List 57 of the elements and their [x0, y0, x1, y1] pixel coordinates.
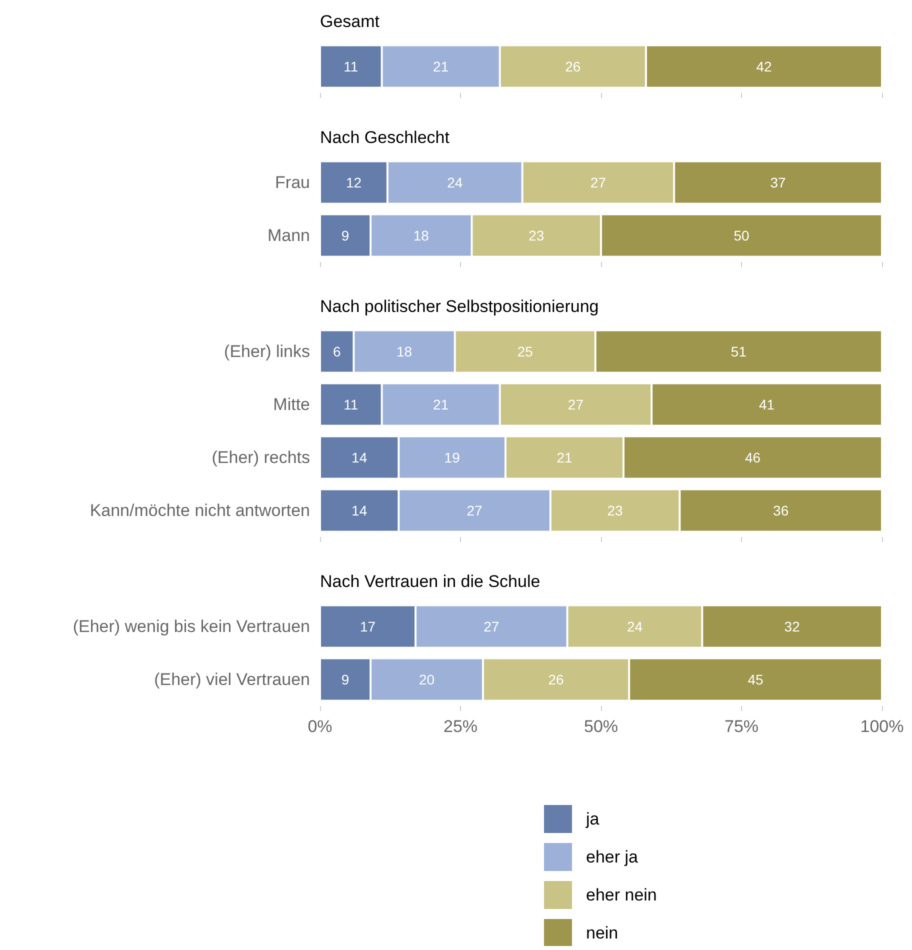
data-label: 20	[418, 672, 435, 688]
data-label: 25	[517, 344, 534, 360]
legend-label: nein	[586, 924, 618, 942]
data-label: 27	[466, 502, 483, 518]
y-tick-label: Mitte	[273, 395, 310, 414]
data-label: 37	[770, 174, 786, 190]
y-tick-label: (Eher) links	[224, 342, 310, 361]
x-tick-label: 25%	[443, 717, 478, 736]
data-label: 24	[626, 618, 643, 634]
data-label: 27	[484, 618, 500, 634]
data-label: 18	[396, 344, 412, 360]
chart-title: Nach politischer Selbstpositionierung	[320, 297, 599, 316]
data-label: 21	[433, 396, 449, 412]
y-tick-label: (Eher) wenig bis kein Vertrauen	[72, 617, 310, 636]
y-tick-label: (Eher) viel Vertrauen	[154, 670, 310, 689]
legend-label: eher nein	[586, 886, 657, 904]
data-label: 32	[784, 618, 800, 634]
data-label: 21	[556, 450, 572, 466]
data-label: 14	[352, 450, 368, 466]
data-label: 11	[344, 396, 358, 412]
x-tick-label: 50%	[584, 717, 618, 736]
chart-title: Gesamt	[320, 12, 380, 31]
y-tick-label: Frau	[275, 173, 310, 192]
data-label: 26	[565, 58, 581, 74]
x-tick-label: 75%	[724, 717, 759, 736]
data-label: 9	[341, 672, 350, 688]
legend-label: ja	[585, 810, 600, 828]
data-label: 12	[346, 174, 362, 190]
chart-title: Nach Vertrauen in die Schule	[320, 572, 540, 591]
data-label: 50	[734, 228, 750, 244]
data-label: 36	[773, 502, 789, 518]
data-label: 23	[528, 228, 544, 244]
data-label: 23	[607, 502, 624, 518]
x-tick-label: 100%	[860, 717, 904, 736]
data-label: 6	[332, 344, 341, 360]
legend-label: eher ja	[586, 848, 639, 866]
data-label: 46	[744, 450, 761, 466]
data-label: 11	[344, 58, 358, 74]
y-tick-label: Kann/möchte nicht antworten	[90, 501, 310, 520]
data-label: 19	[444, 450, 460, 466]
data-label: 41	[759, 396, 775, 412]
data-label: 9	[341, 228, 350, 244]
data-label: 18	[413, 228, 430, 244]
data-label: 21	[433, 58, 449, 74]
chart-title: Nach Geschlecht	[320, 128, 450, 147]
data-label: 24	[447, 174, 463, 190]
data-label: 42	[756, 58, 772, 74]
x-tick-label: 0%	[308, 717, 332, 736]
data-label: 27	[568, 396, 584, 412]
data-label: 17	[360, 618, 376, 634]
data-label: 14	[352, 502, 368, 518]
y-tick-label: Mann	[267, 226, 310, 245]
data-label: 26	[548, 672, 564, 688]
y-tick-label: (Eher) rechts	[212, 448, 310, 467]
data-label: 45	[748, 672, 764, 688]
data-label: 27	[590, 174, 606, 190]
data-label: 51	[730, 344, 747, 360]
